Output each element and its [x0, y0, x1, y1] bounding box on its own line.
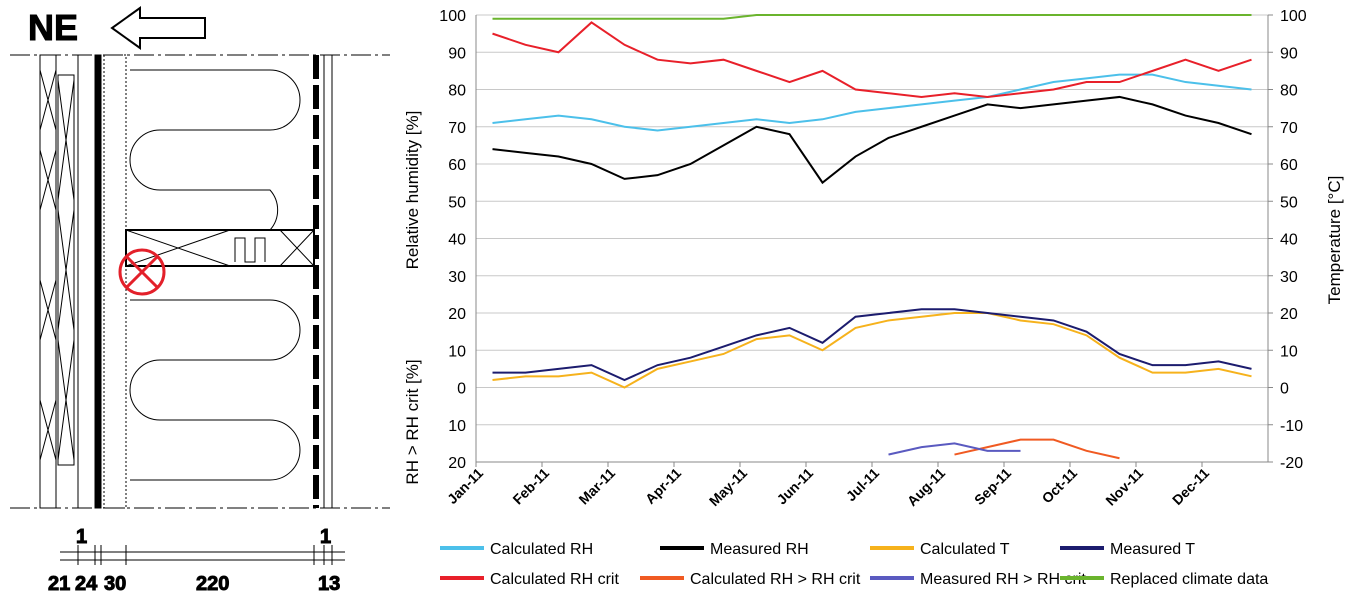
series-line [492, 14, 1252, 20]
y2-tick-label: 10 [1280, 343, 1298, 360]
insulation [129, 69, 301, 481]
series-line [888, 442, 1021, 456]
x-tick-label: May-11 [706, 465, 750, 509]
y-axis-label: RH > RH crit [%] [403, 359, 422, 484]
y2-tick-label: 50 [1280, 194, 1298, 211]
stud-detail [125, 229, 315, 267]
x-tick-label: Oct-11 [1039, 465, 1081, 507]
y2-tick-label: 40 [1280, 232, 1298, 249]
fibre-board [103, 54, 127, 509]
sensor-marker [118, 248, 166, 296]
y-tick-label: 10 [448, 418, 466, 435]
x-tick-label: Nov-11 [1102, 465, 1146, 509]
y2-tick-label: 80 [1280, 83, 1298, 100]
legend-label: Measured RH [710, 541, 809, 558]
direction-arrow [110, 6, 206, 50]
x-tick-label: Mar-11 [575, 465, 618, 508]
x-tick-label: Feb-11 [509, 465, 552, 508]
y2-tick-label: 60 [1280, 157, 1298, 174]
legend-label: Measured RH > RH crit [920, 571, 1086, 588]
x-tick-label: Apr-11 [642, 465, 684, 507]
y2-tick-label: 0 [1280, 381, 1289, 398]
y2-tick-label: -20 [1280, 455, 1303, 472]
dimension-label: 30 [104, 573, 126, 595]
x-tick-label: Aug-11 [904, 465, 948, 509]
series-line [492, 21, 1252, 98]
y-tick-label: 90 [448, 45, 466, 62]
y-tick-label: 60 [448, 157, 466, 174]
y-tick-label: 50 [448, 194, 466, 211]
wall-section: NE 1 1 21 24 30 220 13 [10, 6, 390, 596]
y-tick-label: 80 [448, 83, 466, 100]
y-tick-label: 70 [448, 120, 466, 137]
y-axis-label: Relative humidity [%] [403, 111, 422, 270]
x-tick-label: Sep-11 [971, 465, 1014, 508]
y-tick-label: 40 [448, 232, 466, 249]
x-tick-label: Jun-11 [773, 465, 816, 508]
legend-label: Calculated T [920, 541, 1010, 558]
series-line [492, 73, 1252, 132]
series-line [492, 308, 1252, 382]
dimension-label: 1 [320, 526, 331, 548]
legend-label: Replaced climate data [1110, 571, 1268, 588]
x-tick-label: Dec-11 [1169, 465, 1212, 508]
y-tick-label: 0 [457, 381, 466, 398]
y2-tick-label: 20 [1280, 306, 1298, 323]
y-tick-label: 100 [439, 8, 466, 25]
y2-tick-label: -10 [1280, 418, 1303, 435]
x-tick-label: Jul-11 [843, 465, 883, 505]
legend-label: Calculated RH crit [490, 571, 619, 588]
y2-axis-label: Temperature [°C] [1325, 176, 1344, 305]
orientation-label: NE [28, 7, 78, 48]
y2-tick-label: 70 [1280, 120, 1298, 137]
y-tick-label: 20 [448, 306, 466, 323]
y2-tick-label: 90 [1280, 45, 1298, 62]
legend-label: Calculated RH [490, 541, 593, 558]
dimension-label: 13 [318, 573, 340, 595]
legend-label: Calculated RH > RH crit [690, 571, 861, 588]
battens [39, 54, 75, 509]
y-tick-label: 10 [448, 343, 466, 360]
dimension-label: 1 [76, 526, 87, 548]
dimension-label: 24 [75, 573, 98, 595]
series-line [492, 95, 1252, 185]
dimension-label: 21 [48, 573, 70, 595]
chart: 20100102030405060708090100-20-1001020304… [439, 8, 1307, 588]
y-tick-label: 20 [448, 455, 466, 472]
y2-tick-label: 30 [1280, 269, 1298, 286]
y-tick-label: 30 [448, 269, 466, 286]
legend-label: Measured T [1110, 541, 1195, 558]
series-line [492, 312, 1252, 389]
membrane [94, 54, 102, 509]
dimension-label: 220 [196, 573, 229, 595]
series-line [954, 438, 1120, 460]
y2-tick-label: 100 [1280, 8, 1307, 25]
dimension-lines [60, 545, 345, 565]
